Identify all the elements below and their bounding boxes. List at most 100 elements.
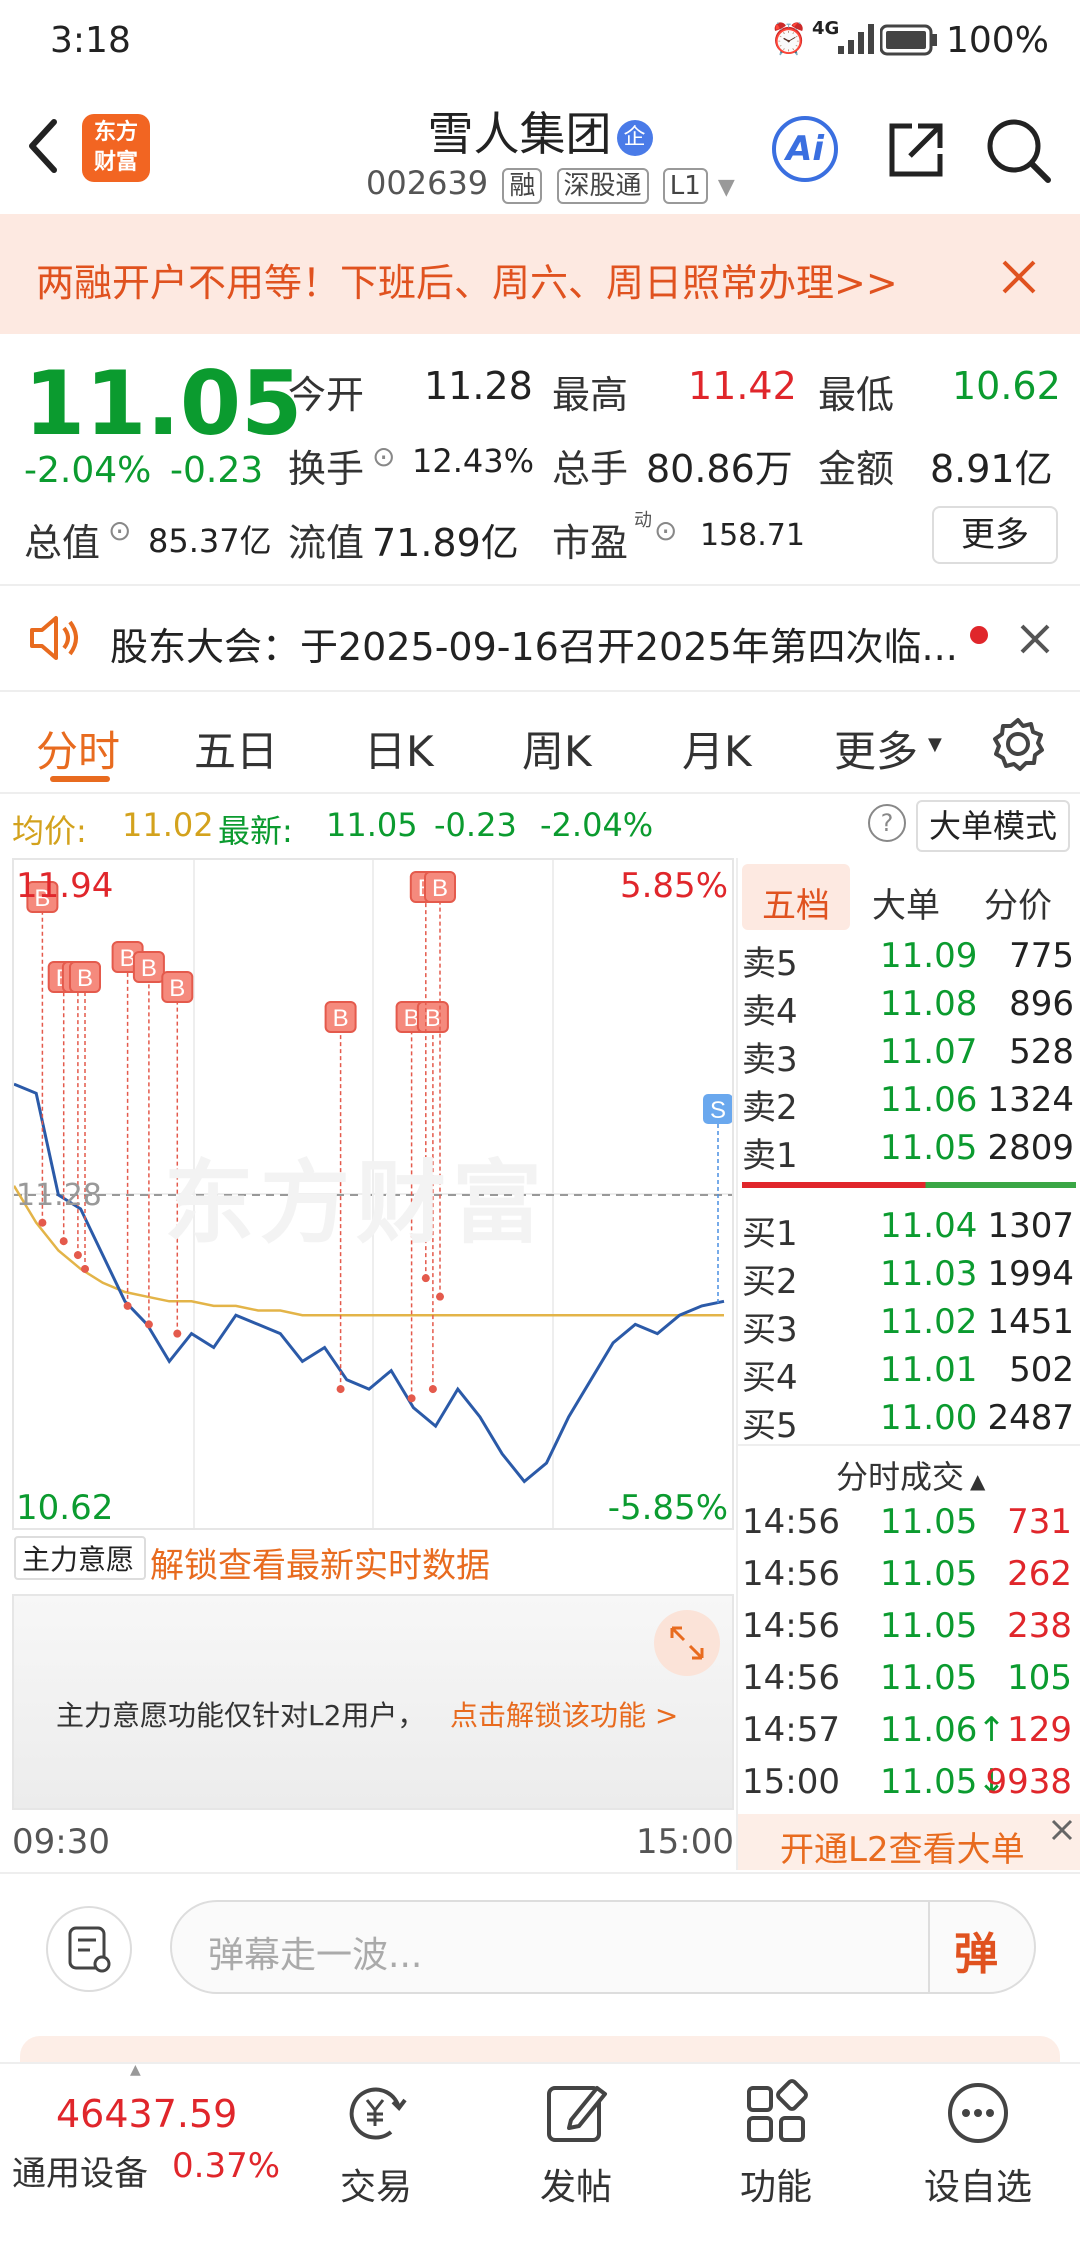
- tab-big-order[interactable]: 大单: [872, 886, 940, 926]
- tab-daily-k[interactable]: 日K: [364, 727, 434, 776]
- trade-row: 14:56 11.05 731: [740, 1502, 1076, 1554]
- ask-price: 11.07: [880, 1032, 978, 1072]
- high-label: 最高: [552, 373, 629, 417]
- trade-row: 14:56 11.05 238: [740, 1606, 1076, 1658]
- notice-bar[interactable]: 股东大会：于2025-09-16召开2025年第四次临...: [0, 586, 1080, 690]
- trade-time: 15:00: [742, 1762, 840, 1802]
- svg-text:S: S: [710, 1097, 726, 1124]
- buy-marker[interactable]: B: [69, 961, 101, 1273]
- open-label: 今开: [288, 373, 365, 417]
- notice-text: 股东大会：于2025-09-16召开2025年第四次临...: [110, 625, 958, 669]
- price-line: [14, 1082, 725, 1484]
- ai-button[interactable]: Ai: [772, 116, 838, 182]
- tag-connect: 深股通: [556, 168, 649, 204]
- tab-price-split[interactable]: 分价: [984, 886, 1052, 926]
- nav-post[interactable]: 发帖: [506, 2062, 646, 2210]
- back-icon[interactable]: [22, 116, 62, 176]
- intraday-chart[interactable]: BBBBBBBBBBBBS 东方财富 11.94 5.85% 11.28 10.…: [12, 858, 734, 1530]
- tab-intraday[interactable]: 分时: [36, 727, 121, 776]
- indicator-dropdown[interactable]: 主力意愿▼: [14, 1536, 146, 1617]
- close-icon[interactable]: [1000, 258, 1038, 296]
- tab-monthly-k[interactable]: 月K: [682, 727, 752, 776]
- buy-marker[interactable]: B: [61, 961, 94, 1260]
- l2-upgrade-banner[interactable]: 开通L2查看大单: [738, 1814, 1080, 1870]
- stock-name: 雪人集团: [427, 107, 612, 161]
- indicator-dropdown-label: 主力意愿: [22, 1543, 135, 1576]
- pe-label: 市盈: [552, 521, 629, 565]
- trade-price: 11.05: [880, 1606, 978, 1646]
- info-icon[interactable]: ⊙: [654, 514, 678, 547]
- ask-price: 11.06: [880, 1080, 978, 1120]
- info-icon[interactable]: ⊙: [372, 440, 396, 473]
- more-button[interactable]: 更多: [932, 506, 1058, 564]
- share-icon[interactable]: [884, 118, 948, 182]
- y-max-label: 11.94: [16, 866, 114, 906]
- big-order-mode-button[interactable]: 大单模式: [916, 800, 1070, 852]
- info-icon[interactable]: ⊙: [108, 514, 132, 547]
- search-icon[interactable]: [984, 116, 1054, 186]
- turnover-value: 12.43%: [412, 442, 535, 480]
- trade-volume: 129: [1007, 1710, 1072, 1750]
- buy-marker[interactable]: B: [324, 1001, 357, 1394]
- unlock-link[interactable]: 解锁查看最新实时数据: [150, 1546, 490, 1586]
- buy-marker[interactable]: B: [132, 951, 165, 1329]
- promo-banner[interactable]: 两融开户不用等！下班后、周六、周日照常办理>>: [0, 214, 1080, 334]
- nav-watchlist[interactable]: 设自选: [908, 2062, 1048, 2210]
- expand-button[interactable]: [654, 1610, 720, 1676]
- ask-row: 卖3 11.07 528: [740, 1032, 1076, 1080]
- ask-row: 卖5 11.09 775: [740, 936, 1076, 984]
- divider: [0, 690, 1080, 692]
- pe-value: 158.71: [700, 518, 805, 553]
- nav-function-label: 功能: [739, 2167, 812, 2208]
- tab-five-day[interactable]: 五日: [194, 727, 279, 776]
- close-icon[interactable]: [1050, 1818, 1074, 1842]
- trade-row: 14:56 11.05 105: [740, 1658, 1076, 1710]
- bid-label: 买3: [742, 1310, 798, 1350]
- bid-row: 买4 11.01 502: [740, 1350, 1076, 1398]
- buy-marker[interactable]: B: [161, 971, 194, 1338]
- bid-row: 买2 11.03 1994: [740, 1254, 1076, 1302]
- stock-title-block[interactable]: 雪人集团 企: [380, 98, 700, 164]
- divider: [928, 1902, 930, 1992]
- nav-bar: 东方 财富 雪人集团 企 002639 融 深股通 L1 ▼ Ai: [0, 84, 1080, 214]
- buy-marker[interactable]: B: [26, 881, 59, 1227]
- buy-sell-ratio-bar: [742, 1182, 1076, 1188]
- quote-panel: 11.05 -2.04% -0.23 今开 11.28 最高 11.42 最低 …: [0, 334, 1080, 584]
- change-pct: -2.04%: [24, 450, 152, 491]
- danmaku-settings-button[interactable]: [46, 1906, 132, 1992]
- chart-tabs: 分时 五日 日K 周K 月K 更多 ▼: [0, 692, 1080, 792]
- latest-label: 最新:: [218, 812, 293, 850]
- bid-row: 买3 11.02 1451: [740, 1302, 1076, 1350]
- sector-name[interactable]: 通用设备: [12, 2154, 148, 2194]
- app-logo[interactable]: 东方 财富: [82, 114, 150, 182]
- stock-code: 002639: [366, 164, 489, 202]
- trades-header[interactable]: 分时成交 ▲: [836, 1452, 985, 1498]
- high-value: 11.42: [688, 364, 797, 408]
- danmaku-input[interactable]: 弹幕走一波... 弹: [170, 1900, 1036, 1994]
- ask-volume: 1324: [987, 1080, 1074, 1120]
- tab-weekly-k[interactable]: 周K: [522, 727, 592, 776]
- pct-bottom-label: -5.85%: [607, 1488, 728, 1528]
- index-value[interactable]: 46437.59: [56, 2092, 238, 2136]
- help-icon[interactable]: ?: [868, 804, 906, 842]
- nav-trade[interactable]: 交易: [306, 2062, 446, 2210]
- trade-time: 14:56: [742, 1606, 840, 1646]
- send-danmaku-button[interactable]: 弹: [954, 1929, 998, 1980]
- enterprise-badge: 企: [616, 120, 653, 156]
- tab-five-level[interactable]: 五档: [762, 886, 830, 926]
- gear-icon[interactable]: [990, 716, 1046, 772]
- tab-more[interactable]: 更多: [834, 727, 919, 776]
- buy-marker[interactable]: B: [111, 941, 144, 1310]
- y-min-label: 10.62: [16, 1488, 114, 1528]
- buy-marker[interactable]: B: [424, 871, 456, 1301]
- ask-price: 11.08: [880, 984, 978, 1024]
- close-icon[interactable]: [1018, 622, 1052, 656]
- open-value: 11.28: [424, 364, 533, 408]
- sell-marker[interactable]: S: [703, 1094, 732, 1306]
- pct-top-label: 5.85%: [619, 866, 728, 906]
- nav-function[interactable]: 功能: [706, 2062, 846, 2210]
- unlock-feature-link[interactable]: 点击解锁该功能 >: [450, 1699, 679, 1732]
- chevron-up-icon: ▲: [130, 2062, 141, 2078]
- svg-text:B: B: [432, 875, 448, 902]
- stock-code-row[interactable]: 002639 融 深股通 L1 ▼: [366, 164, 735, 204]
